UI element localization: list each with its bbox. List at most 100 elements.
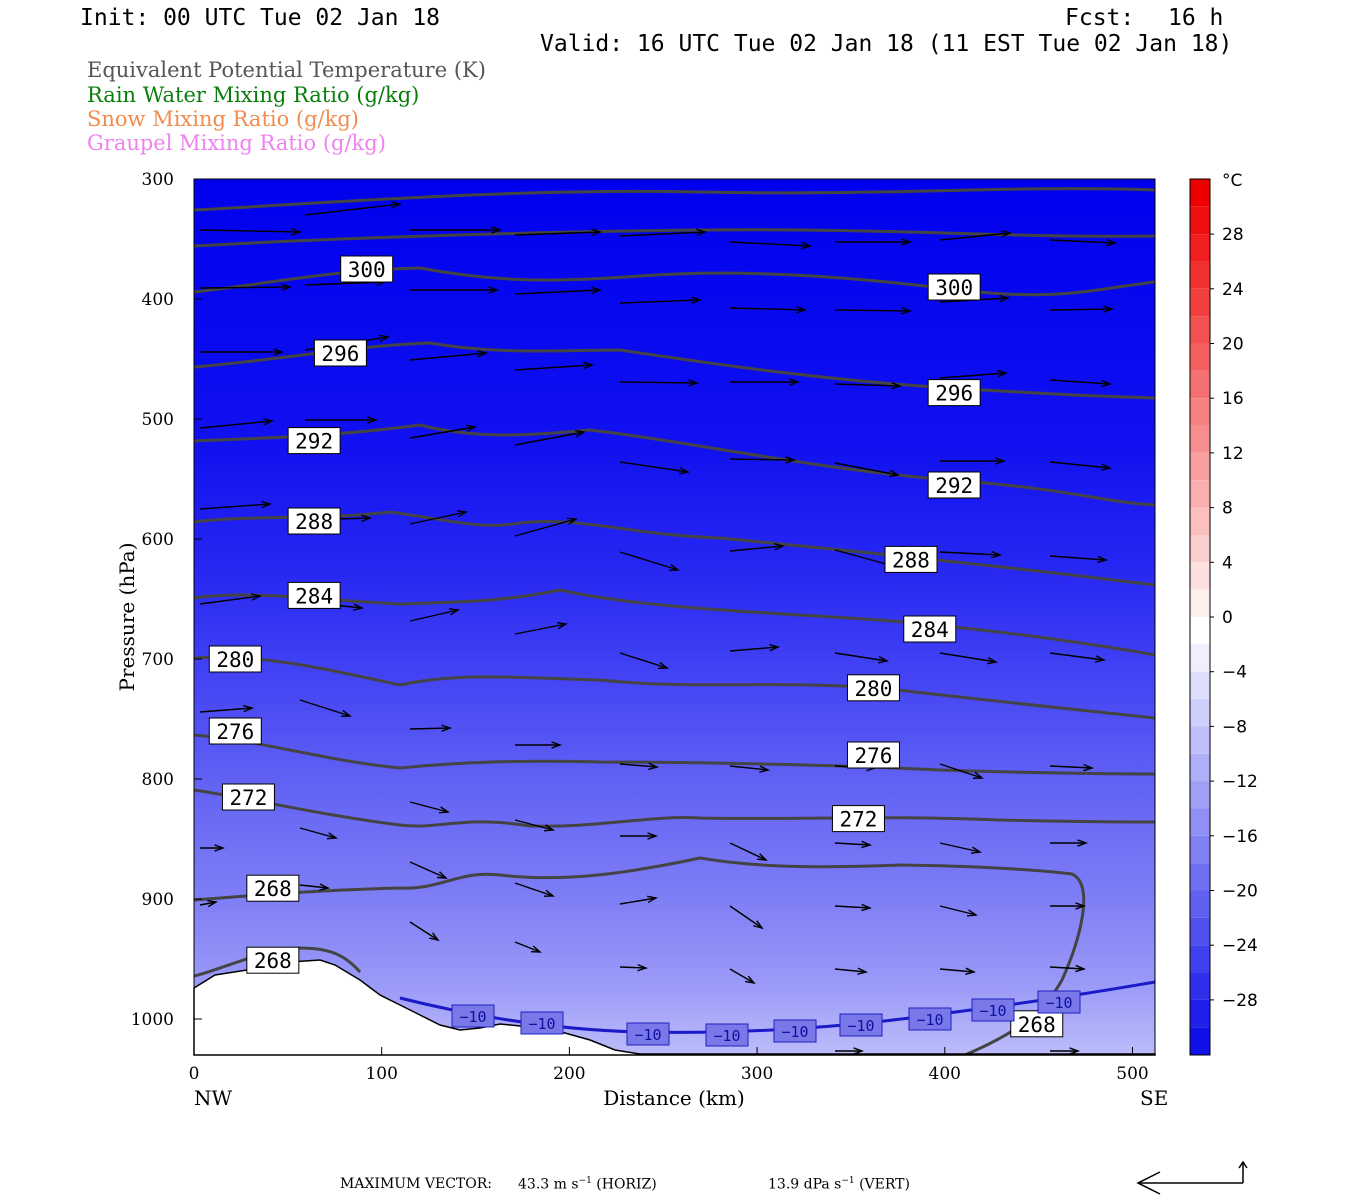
colorbar-band-0 (1190, 179, 1210, 207)
wind-vector-48 (514, 623, 567, 635)
wind-vector-3 (514, 231, 601, 236)
y-tick-label-0: 300 (142, 170, 174, 190)
wind-vector-27 (199, 420, 273, 429)
minus10-label-box-0 (451, 1004, 495, 1028)
wind-vector-head-29 (466, 424, 478, 433)
wind-vector-head-74 (436, 871, 448, 879)
theta-e-contour-7 (194, 655, 1155, 720)
wind-vector-83 (619, 966, 647, 969)
wind-vector-14 (729, 307, 806, 311)
x-axis-se-label: SE (1140, 1086, 1168, 1110)
wind-vector-head-56 (441, 724, 453, 732)
x-tick-label-0: 0 (189, 1064, 200, 1084)
theta-e-label-box-9 (903, 615, 957, 643)
colorbar-tick-label-6: 4 (1222, 553, 1233, 573)
wind-vector-55 (299, 699, 351, 717)
wind-vector-head-24 (891, 382, 903, 390)
wind-vector-head-13 (691, 296, 703, 305)
wind-vector-43 (939, 551, 1001, 556)
colorbar-band-29 (1190, 972, 1210, 1000)
colorbar-band-5 (1190, 316, 1210, 344)
wind-vector-head-86 (965, 967, 977, 976)
wind-vector-head-52 (987, 657, 999, 665)
wind-vector-head-30 (575, 429, 587, 438)
wind-vector-head-46 (353, 603, 365, 611)
wind-vector-head-78 (861, 903, 873, 912)
wind-vector-head-25 (997, 369, 1009, 378)
theta-e-label-box-13 (846, 741, 900, 769)
max-vector-vert: 13.9 dPa s−1 (VERT) (768, 1176, 910, 1193)
wind-vector-head-53 (1095, 655, 1107, 663)
wind-vector-head-55 (340, 709, 352, 718)
wind-vector-head-66 (543, 824, 555, 832)
theta-e-label-box-7 (884, 545, 938, 573)
wind-vector-head-81 (429, 932, 440, 942)
wind-vector-24 (834, 383, 901, 387)
legend-snow: Snow Mixing Ratio (g/kg) (87, 107, 359, 131)
colorbar-band-26 (1190, 890, 1210, 918)
legend-theta-e: Equivalent Potential Temperature (K) (87, 58, 486, 82)
colorbar-band-30 (1190, 999, 1210, 1028)
wind-vector-head-64 (326, 832, 338, 840)
theta-e-label-13: 276 (854, 744, 892, 768)
wind-vector-head-17 (1103, 305, 1115, 313)
wind-vector-81 (409, 921, 439, 941)
wind-vector-head-73 (319, 883, 331, 891)
theta-e-label-12: 276 (216, 720, 254, 744)
colorbar-band-22 (1190, 781, 1210, 809)
wind-vector-15 (834, 309, 911, 312)
theta-e-label-box-15 (831, 805, 885, 833)
minus10-label-2: −10 (634, 1026, 661, 1044)
colorbar-band-27 (1190, 917, 1210, 946)
x-axis-nw-label: NW (194, 1086, 233, 1110)
wind-vector-head-19 (379, 334, 391, 342)
max-vector-label: MAXIMUM VECTOR: (340, 1176, 492, 1192)
wind-vector-head-82 (530, 945, 542, 953)
colorbar-band-13 (1190, 534, 1210, 563)
theta-e-label-box-11 (846, 674, 900, 702)
colorbar-band-12 (1190, 507, 1210, 535)
colorbar-band-23 (1190, 808, 1210, 836)
wind-vector-head-80 (1075, 902, 1087, 910)
colorbar-band-3 (1190, 261, 1210, 289)
minus10-label-3: −10 (713, 1027, 740, 1045)
wind-vector-head-34 (995, 457, 1007, 465)
wind-vector-44 (1049, 555, 1107, 561)
wind-vector-head-37 (361, 514, 373, 522)
wind-vector-13 (619, 299, 701, 304)
colorbar-band-6 (1190, 343, 1210, 371)
wind-vector-head-45 (251, 593, 263, 601)
theta-e-label-2: 296 (321, 342, 359, 366)
wind-vector-50 (729, 646, 779, 652)
wind-vector-head-31 (679, 467, 691, 475)
minus10-label-box-2 (626, 1022, 670, 1046)
wind-vector-head-85 (857, 967, 869, 975)
max-vector-horiz: 43.3 m s−1 (HORIZ) (518, 1176, 657, 1193)
wind-vector-72 (199, 901, 217, 906)
minus10-label-4: −10 (781, 1023, 808, 1041)
wind-vector-61 (939, 763, 983, 779)
theta-e-label-box-4 (287, 427, 341, 455)
theta-e-contour-0 (194, 187, 1155, 212)
theta-e-label-box-1 (927, 273, 981, 301)
wind-vector-head-51 (878, 656, 890, 664)
wind-vector-head-2 (491, 226, 503, 234)
wind-vector-head-6 (901, 238, 913, 246)
wind-vector-head-62 (1083, 763, 1095, 772)
wind-vector-21 (514, 364, 593, 371)
colorbar-band-20 (1190, 726, 1210, 754)
wind-vector-head-20 (477, 350, 489, 358)
wind-vector-53 (1049, 652, 1105, 661)
wind-vector-51 (834, 652, 888, 662)
wind-vector-head-70 (970, 846, 982, 854)
theta-e-label-16: 268 (254, 877, 292, 901)
x-tick-label-2: 200 (553, 1064, 585, 1084)
theta-e-label-box-14 (221, 783, 275, 811)
wind-vector-head-89 (1069, 1047, 1081, 1055)
wind-vector-head-54 (243, 704, 255, 713)
wind-vector-head-12 (591, 286, 603, 295)
colorbar-tick-label-13: −24 (1222, 936, 1258, 956)
wind-vector-head-40 (668, 563, 680, 572)
contour-labels: 300 300 296 296 292 292 288 288 284 284 280 280 276 2… (208, 255, 1081, 1047)
wind-vector-head-1 (391, 201, 403, 209)
